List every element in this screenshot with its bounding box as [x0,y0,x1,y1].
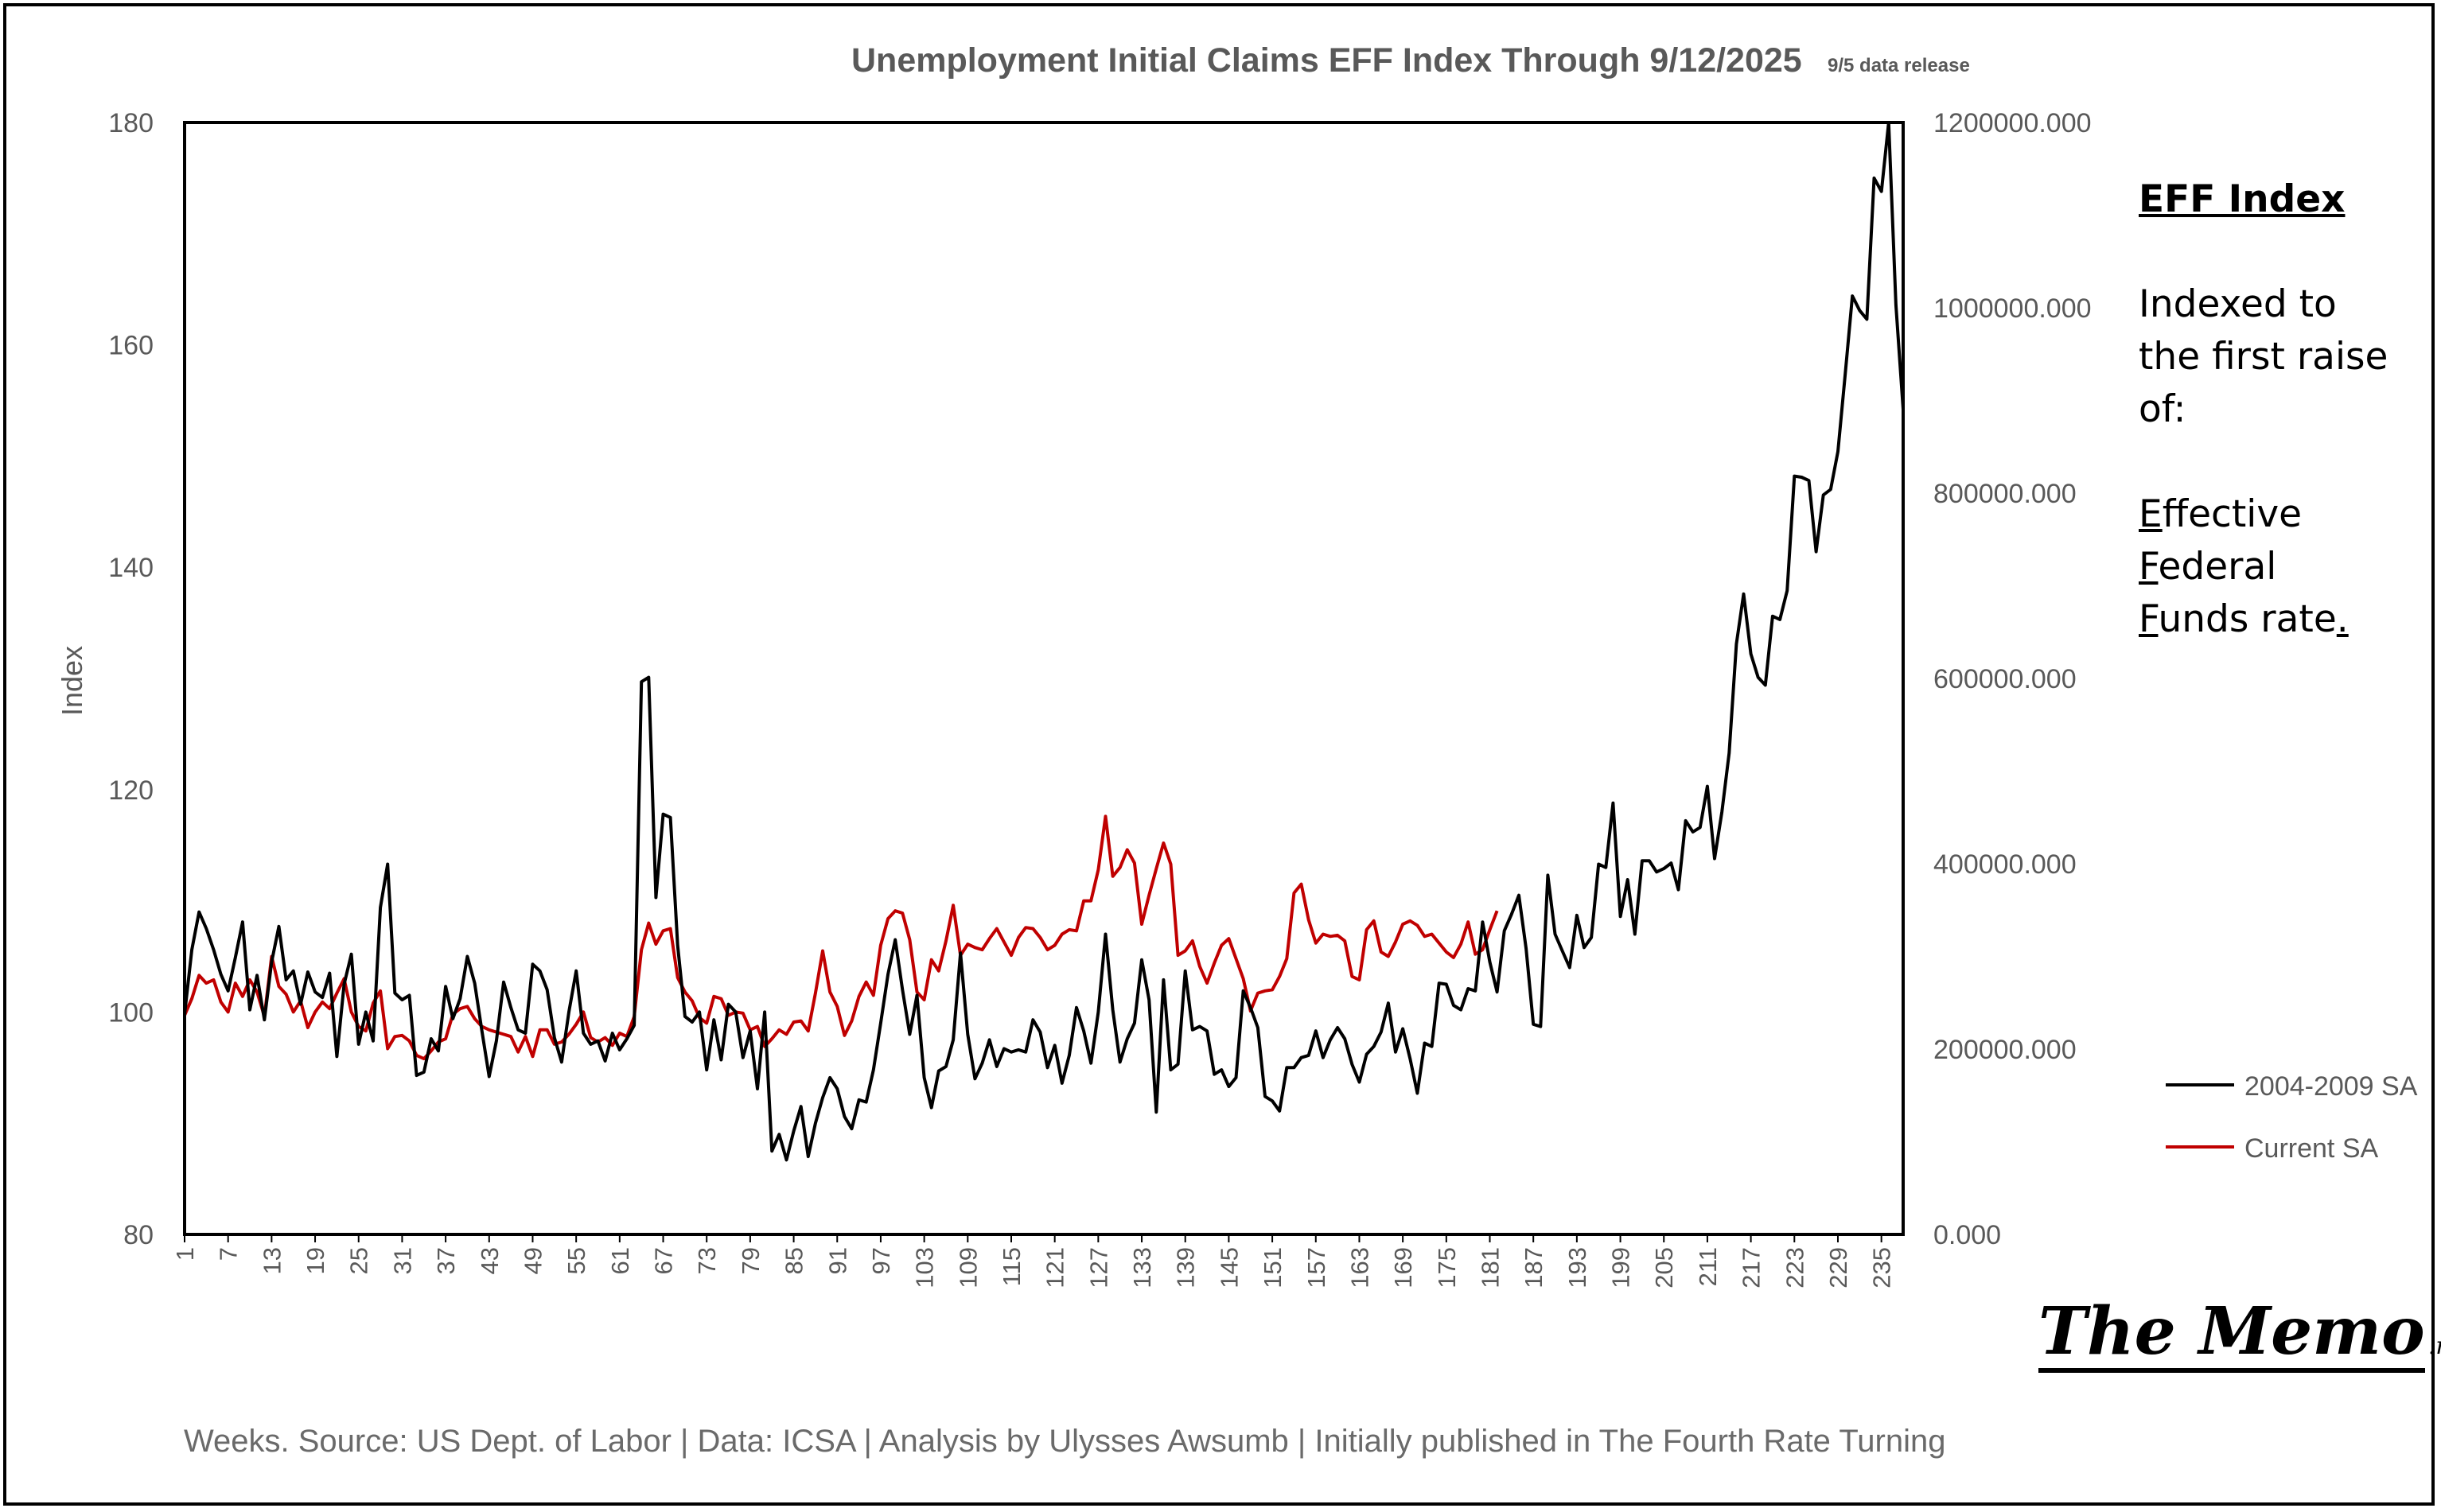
logo-suffix: .net [2427,1332,2441,1360]
indexed-line-2: the first raise [2139,335,2388,379]
x-tick-label: 151 [1259,1247,1287,1289]
federal-line: Federal [2139,541,2425,593]
x-tick-label: 229 [1824,1247,1852,1289]
chart-title-note: 9/5 data release [1828,55,1970,76]
y2-tick-label: 200000.000 [1933,1035,2077,1065]
indexed-line-1: Indexed to [2139,282,2337,326]
plot-area-border [183,121,1905,1236]
x-tick-label: 199 [1607,1247,1635,1289]
x-tick-label: 145 [1215,1247,1243,1289]
x-tick-label: 43 [476,1247,504,1274]
x-tick-label: 169 [1389,1247,1417,1289]
source-note: Weeks. Source: US Dept. of Labor | Data:… [184,1424,1946,1459]
legend-label-current: Current SA [2244,1133,2378,1164]
funds-initial: F [2139,597,2159,641]
x-tick-label: 115 [998,1247,1026,1286]
series-line-current-sa [185,814,1499,1061]
x-tick-label: 61 [606,1247,634,1274]
the-memo-logo: The Memo.net [2038,1295,2441,1373]
y2-tick-label: 400000.000 [1933,849,2077,880]
x-tick-label: 109 [954,1247,982,1289]
x-tick-label: 193 [1563,1247,1591,1289]
legend: 2004-2009 SA Current SA [2166,1071,2418,1164]
y2-tick-label: 1000000.000 [1933,293,2092,324]
y-tick-label: 180 [108,108,154,138]
y-tick-label: 140 [108,553,154,583]
x-tick-label: 223 [1781,1247,1808,1289]
x-tick-label: 67 [650,1247,678,1274]
chart-title: Unemployment Initial Claims EFF Index Th… [851,41,1802,80]
x-tick-label: 127 [1084,1247,1112,1289]
funds-rest: unds rate [2158,597,2337,641]
x-tick-label: 217 [1738,1247,1766,1289]
chart-frame [3,3,2435,1506]
x-tick-label: 121 [1041,1247,1069,1289]
x-tick-label: 211 [1694,1247,1722,1286]
x-tick-label: 91 [823,1247,851,1274]
funds-line: Funds rate. [2139,593,2425,646]
y-axis-label: Index [56,646,88,716]
y2-tick-label: 600000.000 [1933,664,2077,694]
x-tick-label: 31 [388,1247,416,1274]
x-tick-label: 133 [1128,1247,1156,1289]
x-tick-label: 25 [345,1247,373,1274]
effective-rest: ffective [2162,492,2303,536]
x-tick-label: 139 [1172,1247,1200,1289]
effective-initial: E [2139,492,2163,536]
eff-index-note: EFF Index Indexed to the first raise of:… [2139,173,2425,646]
eff-index-title: EFF Index [2139,177,2346,221]
x-tick-label: 163 [1345,1247,1373,1289]
x-tick-label: 85 [781,1247,808,1274]
effective-line: Effective [2139,488,2425,541]
x-tick-label: 79 [737,1247,765,1274]
x-tick-label: 19 [302,1247,329,1274]
federal-rest: ederal [2158,545,2277,589]
x-tick-label: 205 [1650,1247,1678,1289]
x-tick-label: 187 [1520,1247,1548,1289]
x-tick-label: 37 [432,1247,460,1274]
x-tick-label: 7 [215,1247,243,1261]
y-tick-label: 100 [108,997,154,1028]
x-tick-label: 13 [258,1247,286,1274]
funds-period: . [2336,597,2349,641]
indexed-line-3: of: [2139,387,2186,431]
x-tick-label: 97 [867,1247,895,1274]
y2-tick-label: 1200000.000 [1933,108,2092,138]
y2-tick-label: 800000.000 [1933,479,2077,509]
x-tick-label: 103 [911,1247,939,1289]
x-tick-label: 175 [1433,1247,1461,1289]
x-tick-label: 1 [171,1247,199,1261]
y-tick-label: 80 [123,1220,154,1250]
x-tick-label: 55 [563,1247,590,1274]
series-line-2004-2009-sa [185,122,1903,1162]
x-tick-label: 181 [1477,1247,1505,1289]
x-tick-label: 157 [1302,1247,1330,1289]
x-tick-label: 49 [519,1247,547,1274]
federal-initial: F [2139,545,2159,589]
logo-main-text: The Memo [2038,1295,2425,1373]
x-tick-label: 235 [1868,1247,1896,1289]
x-tick-label: 73 [693,1247,721,1274]
y-tick-label: 120 [108,775,154,806]
legend-label-2004-2009: 2004-2009 SA [2244,1071,2418,1102]
y-tick-label: 160 [108,331,154,361]
y2-tick-label: 0.000 [1933,1220,2001,1250]
